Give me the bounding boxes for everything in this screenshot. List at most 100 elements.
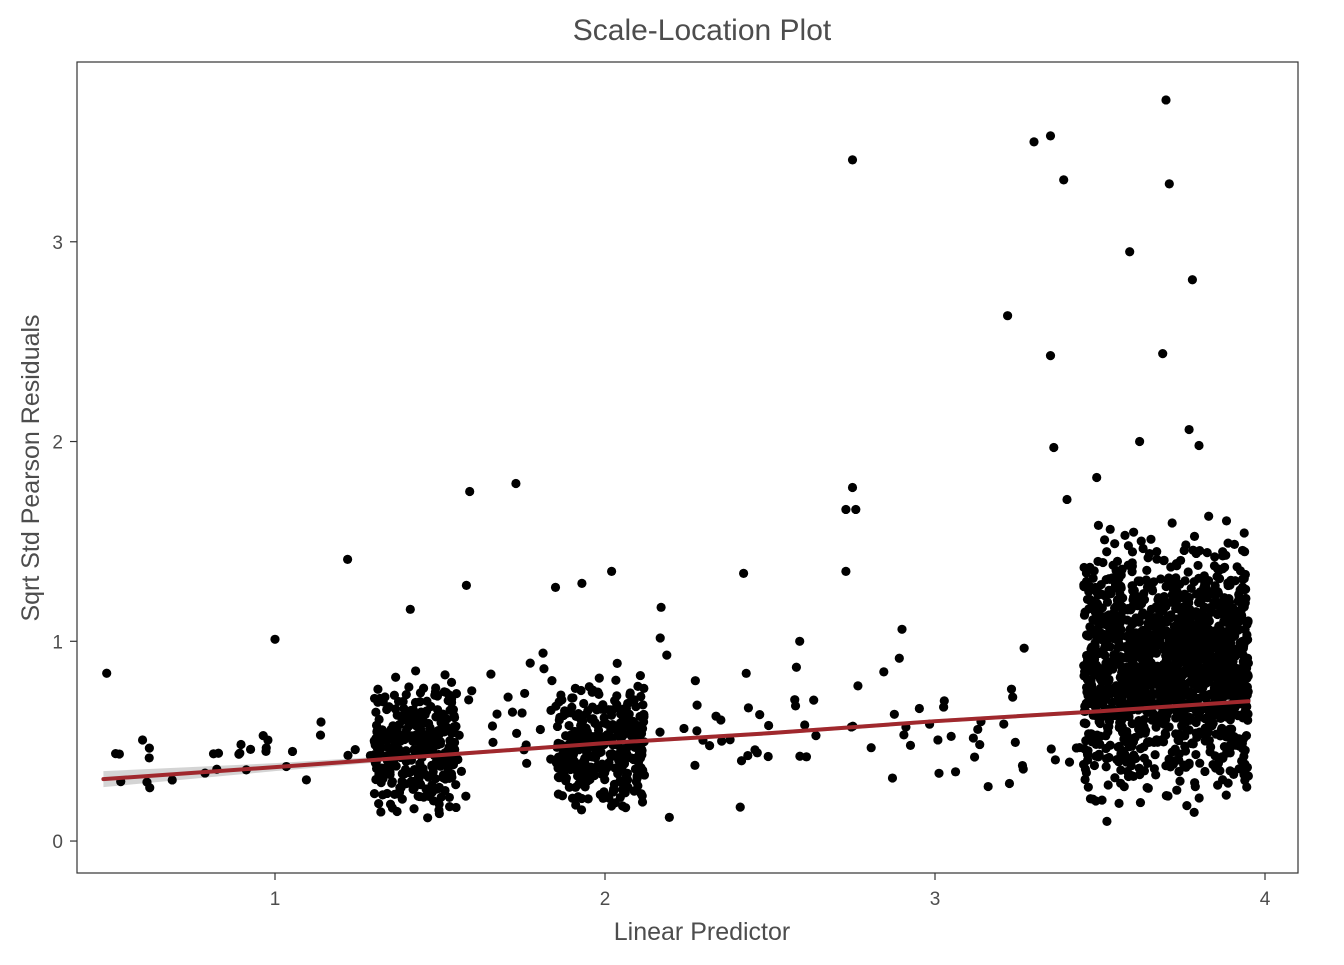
- residual-point-2056: [1191, 661, 1201, 671]
- residual-point-333: [420, 709, 430, 720]
- residual-point-2066: [1204, 651, 1214, 661]
- residual-point-14: [114, 749, 124, 759]
- residual-point-2196: [1237, 637, 1247, 647]
- residual-point-635: [571, 711, 581, 721]
- residual-point-750: [690, 760, 700, 770]
- residual-point-1958: [1178, 687, 1189, 697]
- residual-point-2306: [1164, 179, 1174, 189]
- residual-point-2292: [841, 504, 851, 515]
- residual-point-2064: [1127, 561, 1137, 571]
- residual-point-641: [615, 718, 625, 728]
- residual-point-1819: [1164, 722, 1174, 732]
- residual-point-1899: [1112, 595, 1122, 605]
- x-tick-label-3: 4: [1260, 889, 1271, 910]
- residual-point-2247: [1147, 584, 1157, 594]
- residual-point-298: [445, 802, 455, 812]
- residual-point-702: [586, 762, 596, 772]
- residual-point-2207: [1079, 759, 1089, 770]
- residual-point-1842: [1135, 729, 1145, 739]
- residual-point-2118: [1238, 657, 1248, 667]
- residual-point-2173: [1079, 671, 1089, 681]
- residual-point-508: [579, 698, 589, 709]
- residual-point-362: [488, 737, 498, 747]
- residual-point-2019: [1161, 664, 1171, 674]
- residual-point-336: [434, 799, 444, 809]
- residual-point-2305: [1161, 95, 1171, 105]
- residual-point-2180: [1166, 610, 1176, 620]
- residual-point-546: [639, 709, 649, 720]
- residual-point-768: [690, 676, 700, 686]
- residual-point-764: [735, 802, 745, 812]
- residual-point-684: [617, 763, 627, 773]
- residual-point-2295: [1003, 311, 1013, 321]
- residual-point-2156: [1145, 637, 1155, 647]
- residual-point-2256: [1202, 678, 1212, 688]
- residual-point-2129: [1204, 629, 1214, 639]
- residual-point-690: [578, 757, 588, 767]
- residual-point-2211: [1225, 650, 1235, 660]
- residual-point-2280: [465, 486, 475, 497]
- residual-point-730: [1006, 684, 1017, 694]
- residual-point-351: [539, 664, 549, 674]
- residual-point-2099: [1118, 606, 1128, 616]
- residual-point-401: [564, 720, 574, 731]
- residual-point-1750: [1130, 616, 1140, 626]
- residual-point-2042: [1214, 621, 1224, 631]
- residual-point-9: [137, 735, 148, 745]
- residual-point-331: [440, 757, 450, 767]
- residual-point-368: [467, 686, 477, 696]
- residual-point-2078: [1143, 783, 1153, 793]
- residual-point-2024: [1117, 727, 1128, 738]
- residual-point-766: [743, 703, 754, 713]
- residual-point-2031: [1171, 729, 1181, 739]
- residual-point-217: [413, 714, 424, 725]
- residual-point-1930: [1161, 630, 1172, 640]
- y-tick-label-2: 2: [52, 433, 63, 454]
- residual-point-2149: [1186, 583, 1196, 594]
- residual-point-708: [811, 731, 821, 741]
- residual-point-630: [610, 798, 620, 808]
- residual-point-774: [711, 711, 721, 721]
- residual-point-2136: [1102, 597, 1113, 607]
- residual-point-2257: [1148, 664, 1159, 674]
- residual-point-732: [704, 740, 715, 751]
- residual-point-1945: [1185, 677, 1195, 687]
- residual-point-98: [401, 690, 411, 700]
- residual-point-743: [1004, 778, 1015, 789]
- residual-point-715: [914, 703, 924, 714]
- residual-point-1912: [1194, 793, 1204, 803]
- residual-point-2172: [1147, 715, 1157, 725]
- residual-point-1946: [1171, 603, 1181, 614]
- residual-point-1878: [1226, 741, 1237, 751]
- residual-point-698: [599, 732, 609, 742]
- residual-point-2271: [1102, 677, 1112, 687]
- residual-point-2187: [1088, 584, 1098, 594]
- residual-point-1087: [1101, 743, 1111, 754]
- residual-point-198: [440, 670, 450, 680]
- residual-point-620: [612, 658, 622, 668]
- residual-point-758: [1064, 757, 1075, 767]
- residual-point-677: [626, 731, 636, 741]
- residual-point-1469: [1242, 782, 1252, 792]
- residual-point-314: [448, 705, 458, 715]
- residual-point-647: [629, 786, 639, 796]
- residual-point-2299: [1045, 351, 1056, 361]
- residual-point-628: [579, 770, 590, 780]
- residual-point-2128: [1190, 649, 1201, 659]
- residual-point-1956: [1099, 695, 1109, 705]
- residual-point-2096: [1171, 573, 1181, 583]
- residual-point-41: [451, 780, 461, 790]
- residual-point-686: [632, 773, 642, 783]
- residual-point-1908: [1135, 744, 1146, 754]
- residual-point-1380: [1239, 528, 1249, 538]
- residual-point-736: [692, 700, 702, 710]
- residual-point-264: [418, 683, 429, 693]
- residual-point-2212: [1149, 577, 1159, 587]
- residual-point-617: [606, 752, 616, 762]
- residual-point-717: [717, 736, 727, 746]
- residual-point-2189: [1136, 627, 1146, 637]
- residual-point-2198: [1179, 628, 1189, 638]
- residual-point-1621: [1228, 767, 1238, 778]
- residual-point-360: [492, 709, 502, 719]
- x-tick-label-1: 2: [600, 889, 611, 910]
